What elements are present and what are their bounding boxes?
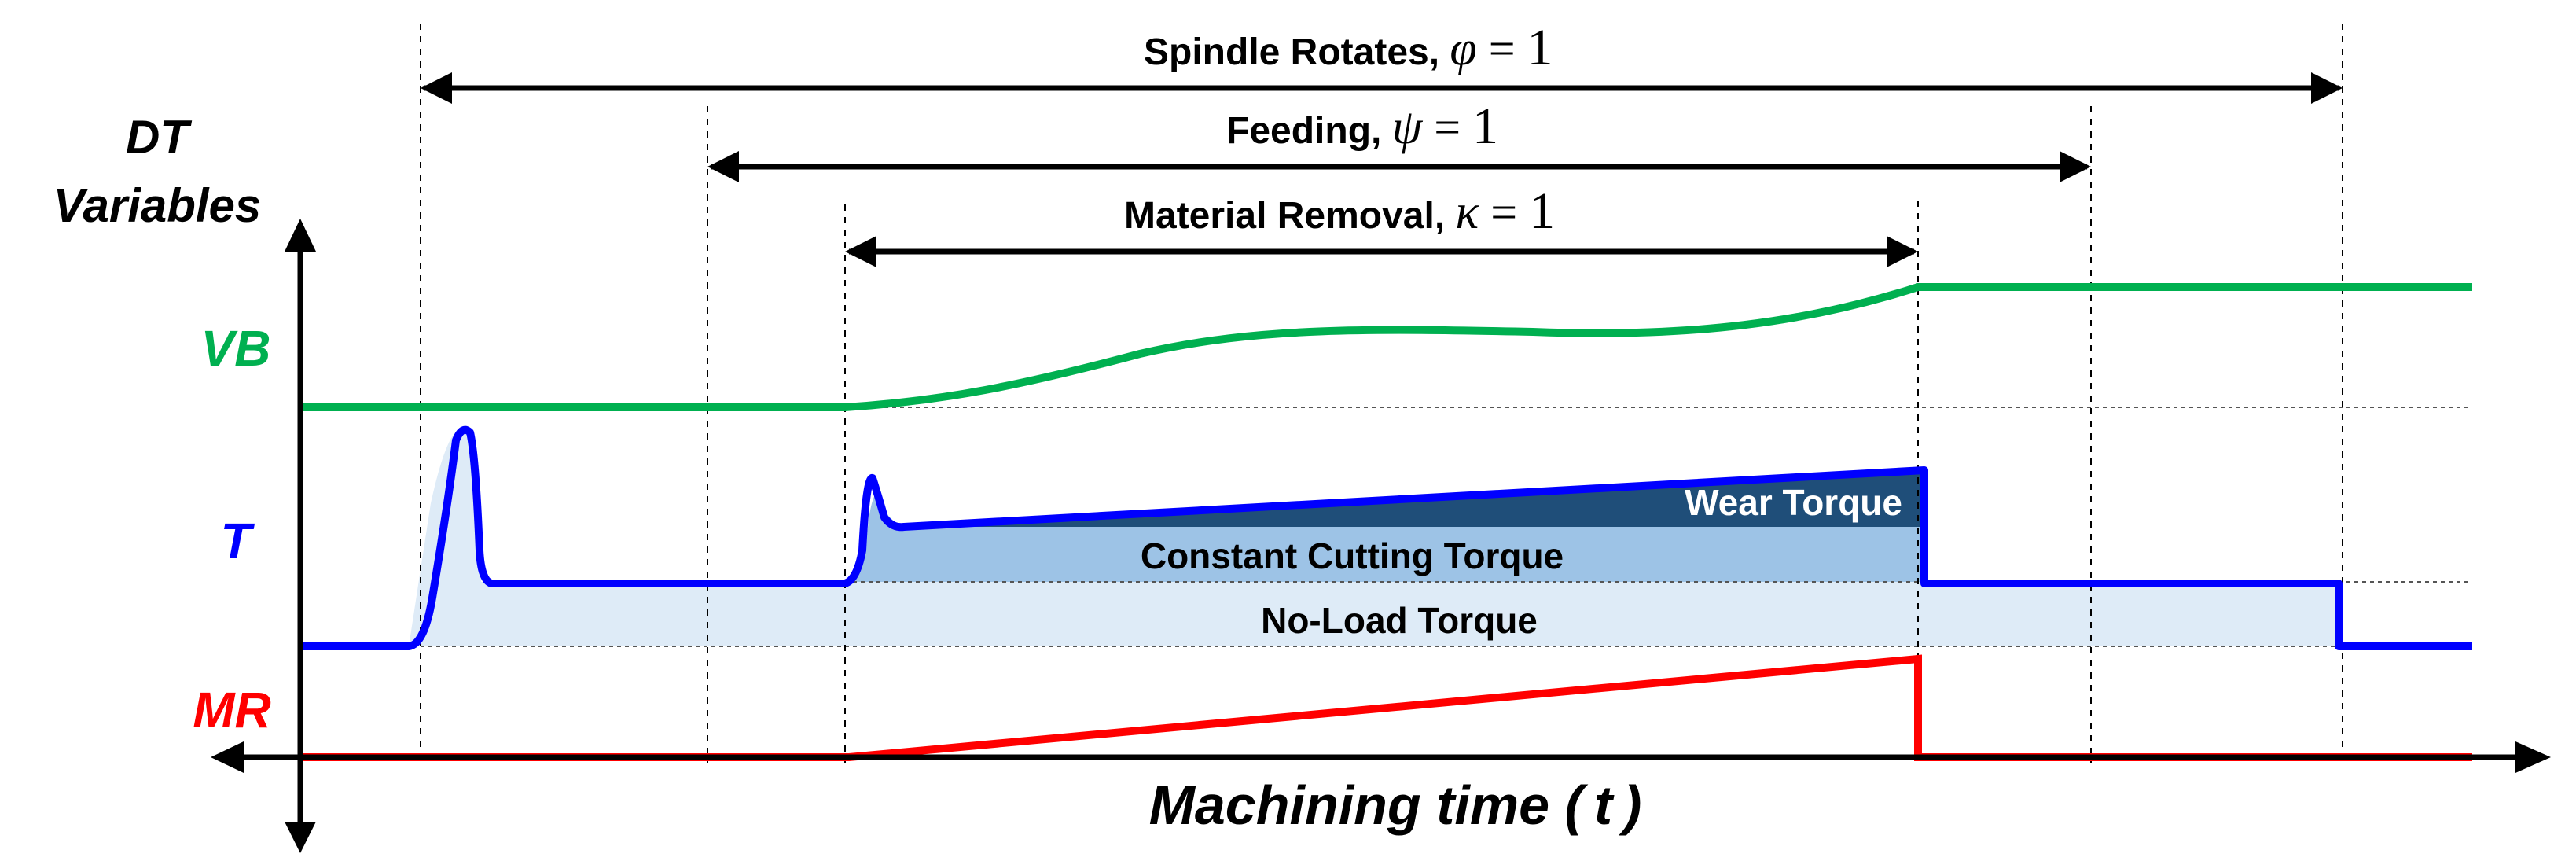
y-axis-arrowhead-up [285, 219, 316, 252]
torque-curve [303, 425, 2472, 650]
no-load-torque-label: No-Load Torque [1261, 600, 1538, 641]
t-label: T [220, 513, 255, 569]
x-axis-arrowhead-right [2515, 741, 2551, 773]
removal-interval-label: Material Removal, κ = 1 [1124, 182, 1555, 240]
removal-arrowhead-right [1887, 236, 1918, 267]
mr-label: MR [193, 682, 271, 738]
spindle-interval-label: Spindle Rotates, φ = 1 [1144, 19, 1553, 76]
feeding-arrowhead-right [2060, 151, 2091, 182]
y-axis-title-line2: Variables [53, 179, 262, 232]
spindle-arrowhead-right [2311, 72, 2343, 104]
no-load-torque-region-left [409, 428, 849, 646]
x-axis-title: Machining time (t) [1149, 775, 1642, 836]
spindle-arrowhead-left [421, 72, 452, 104]
y-axis-title-line1: DT [126, 111, 192, 164]
removal-arrowhead-left [845, 236, 876, 267]
no-load-torque-band [849, 582, 2343, 646]
vb-label: VB [201, 320, 271, 377]
mr-curve [303, 654, 2472, 761]
feeding-arrowhead-left [707, 151, 739, 182]
vb-curve [303, 283, 2472, 411]
y-axis-arrowhead-down [285, 822, 316, 853]
wear-torque-label: Wear Torque [1685, 482, 1902, 523]
constant-cutting-torque-region [853, 493, 1926, 582]
constant-cutting-torque-label: Constant Cutting Torque [1141, 535, 1564, 576]
x-axis-arrowhead-left [211, 741, 244, 773]
feeding-interval-label: Feeding, ψ = 1 [1226, 98, 1498, 155]
